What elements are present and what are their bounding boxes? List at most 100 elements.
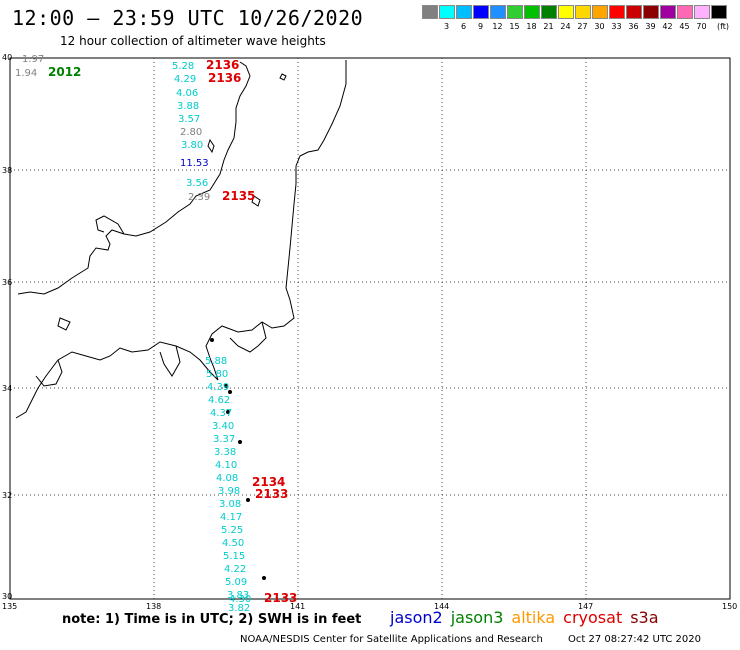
lat-label: 38 (2, 166, 12, 175)
scale-bin-label: 42 (662, 22, 673, 31)
lon-label: 135 (2, 602, 17, 611)
wave-height-value: 3.98 (218, 486, 240, 497)
scale-bin-label: 18 (526, 22, 537, 31)
scale-swatch (693, 5, 710, 19)
wave-height-value: 4.22 (224, 564, 246, 575)
scale-swatch (608, 5, 625, 19)
scale-bin-label: 45 (679, 22, 690, 31)
lat-label: 36 (2, 278, 12, 287)
scale-bin (421, 5, 438, 32)
wave-height-value: 3.88 (177, 101, 199, 112)
pass-number: 2133 (255, 487, 288, 501)
scale-bin: 36 (625, 5, 642, 32)
wave-height-value: 2.39 (188, 192, 210, 203)
lon-label: 138 (146, 602, 161, 611)
wave-height-value: 3.08 (219, 499, 241, 510)
scale-swatch (710, 5, 727, 19)
wave-height-value: 4.62 (208, 395, 230, 406)
coastline-small-island (251, 195, 261, 207)
wave-height-value: 4.17 (220, 512, 242, 523)
scale-bin (710, 5, 727, 32)
wave-height-value: 4.50 (222, 538, 244, 549)
wave-height-value: 4.06 (176, 88, 198, 99)
wave-height-value: 3.37 (213, 434, 235, 445)
wave-height-value: 2.80 (180, 127, 202, 138)
scale-bin: 18 (523, 5, 540, 32)
footer-credit: NOAA/NESDIS Center for Satellite Applica… (240, 634, 543, 645)
island-dot (246, 498, 250, 502)
lat-label: 32 (2, 491, 12, 500)
pass-number: 2135 (222, 189, 255, 203)
wave-height-value: 3.82 (228, 603, 250, 614)
scale-bin: 70 (693, 5, 710, 32)
scale-bin: 42 (659, 5, 676, 32)
map-footer: NOAA/NESDIS Center for Satellite Applica… (240, 634, 723, 645)
scale-bin: 39 (642, 5, 659, 32)
wave-height-value: 1.97 (22, 54, 44, 65)
island-dot (238, 440, 242, 444)
lat-label: 34 (2, 384, 12, 393)
coastline-small-island (57, 317, 71, 331)
map-frame (9, 57, 731, 600)
scale-bin: 33 (608, 5, 625, 32)
pass-number: 2133 (264, 591, 297, 605)
scale-bin: 12 (489, 5, 506, 32)
scale-swatch (625, 5, 642, 19)
map-subtitle: 12 hour collection of altimeter wave hei… (60, 34, 326, 48)
scale-swatch (574, 5, 591, 19)
scale-swatch (540, 5, 557, 19)
coastline-honshu-east (15, 60, 347, 419)
lat-label: 40 (2, 53, 12, 62)
wave-height-value: 3.57 (178, 114, 200, 125)
lon-label: 144 (434, 602, 449, 611)
pass-number: 2134 (252, 475, 285, 489)
scale-swatch (438, 5, 455, 19)
scale-swatch (591, 5, 608, 19)
scale-unit-label: (ft) (717, 22, 730, 31)
wave-height-observations: 1.97 1.94 5.28 4.29 4.06 3.88 3.57 2.80 … (15, 54, 251, 614)
scale-bin-label: 30 (594, 22, 605, 31)
coastline-sado (207, 138, 215, 154)
coastline-boso (229, 321, 267, 353)
lon-label: 150 (722, 602, 737, 611)
wave-height-value: 3.80 (181, 140, 203, 151)
scale-bin-label: 36 (628, 22, 639, 31)
pass-labels: 2012 2136 2136 2135 2134 2133 2133 (48, 58, 297, 605)
scale-bin-label: 27 (577, 22, 588, 31)
scale-swatch (421, 5, 438, 19)
lat-label: 30 (2, 592, 12, 601)
wave-height-value: 3.40 (212, 421, 234, 432)
island-dot (224, 384, 228, 388)
satellite-jason2: jason2 (390, 608, 443, 627)
island-dot (262, 576, 266, 580)
lon-label: 141 (290, 602, 305, 611)
wave-height-value: 5.80 (206, 369, 228, 380)
wave-height-value: 5.25 (221, 525, 243, 536)
footer-timestamp: Oct 27 08:27:42 UTC 2020 (568, 634, 701, 645)
wave-height-value: 5.09 (225, 577, 247, 588)
coastline-noto (95, 215, 125, 235)
satellite-altika: altika (511, 608, 556, 627)
coastline-small-island (279, 73, 287, 81)
scale-swatch (642, 5, 659, 19)
pass-number: 2136 (208, 71, 241, 85)
wave-height-value: 11.53 (180, 158, 209, 169)
scale-bin: 6 (455, 5, 472, 32)
wave-height-value: 3.56 (186, 178, 208, 189)
scale-bin-label: 39 (645, 22, 656, 31)
scale-swatch (472, 5, 489, 19)
scale-bin: 15 (506, 5, 523, 32)
wave-height-value: 4.08 (216, 473, 238, 484)
coastline-honshu-west (17, 61, 251, 295)
island-dot (226, 410, 230, 414)
scale-bin-label: 3 (443, 22, 450, 31)
scale-bin-label: 24 (560, 22, 571, 31)
wave-height-value: 5.88 (205, 356, 227, 367)
coastline-kii (35, 359, 63, 387)
wave-height-value: 4.37 (210, 408, 232, 419)
scale-swatch (659, 5, 676, 19)
island-dot (228, 390, 232, 394)
scale-bin-label: 12 (492, 22, 503, 31)
satellite-legend: jason2 jason3 altika cryosat s3a (390, 608, 667, 627)
